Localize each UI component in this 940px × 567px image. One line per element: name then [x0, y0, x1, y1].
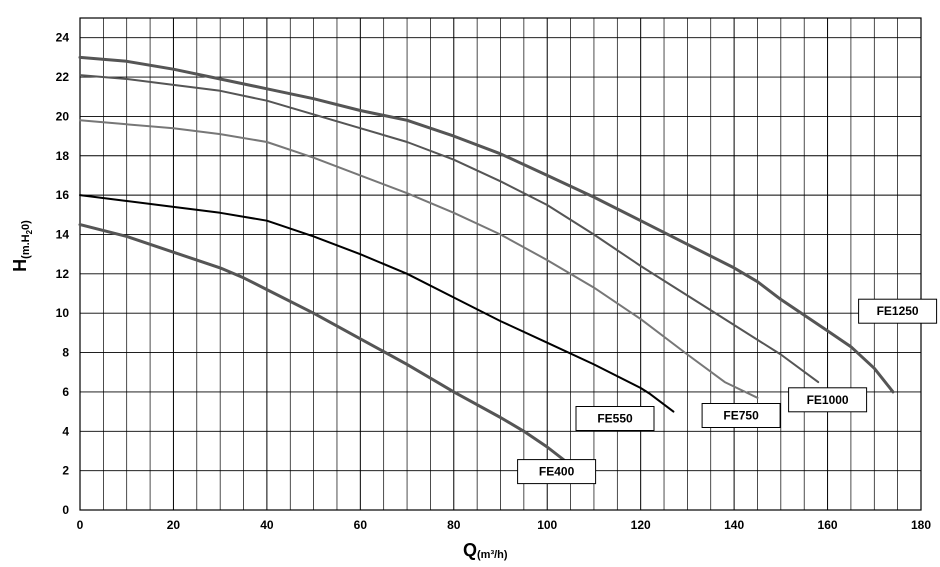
y-tick-label: 4	[62, 424, 69, 438]
y-tick-label: 8	[62, 346, 69, 360]
series-label-text: FE1000	[807, 393, 849, 407]
series-label-text: FE750	[723, 409, 759, 423]
y-tick-label: 16	[56, 188, 70, 202]
series-label-box	[701, 403, 781, 428]
series-label-text: FE1250	[877, 304, 919, 318]
series-label-fe1000: FE1000	[788, 387, 868, 413]
series-label-box	[788, 387, 868, 413]
series-label-fe550: FE550	[575, 406, 655, 431]
y-tick-label: 12	[56, 267, 70, 281]
series-label-fe400: FE400	[517, 459, 597, 485]
series-line-fe1000	[79, 74, 820, 384]
y-tick-label: 2	[62, 464, 69, 478]
y-tick-label: 18	[56, 149, 70, 163]
curves	[78, 55, 895, 473]
x-tick-label: 120	[631, 518, 651, 532]
y-tick-label: 6	[62, 385, 69, 399]
y-tick-label: 20	[56, 109, 70, 123]
series-label-text: FE550	[597, 412, 633, 426]
series-label-box	[575, 406, 655, 431]
y-axis-title-unit-subscript: 2	[25, 229, 34, 234]
series-line-fe550	[79, 194, 675, 413]
x-axis-title: Q(m³/h)	[463, 540, 508, 561]
x-tick-label: 20	[167, 518, 181, 532]
x-axis-ticks: 0 20 40 60 80 100 120 140 160 180	[77, 518, 932, 532]
x-tick-label: 100	[537, 518, 557, 532]
y-tick-label: 22	[56, 70, 70, 84]
x-axis-title-main: Q	[463, 540, 477, 560]
x-axis-title-unit: (m³/h)	[477, 549, 508, 561]
x-tick-label: 40	[260, 518, 274, 532]
series-label-box	[858, 298, 938, 324]
x-tick-label: 0	[77, 518, 84, 532]
series-label-text: FE400	[539, 465, 575, 479]
series-line-fe750	[79, 119, 759, 399]
x-tick-label: 60	[354, 518, 368, 532]
y-tick-label: 24	[56, 31, 70, 45]
series-label-box	[517, 459, 597, 485]
y-axis-title: H(m.H20)	[10, 220, 34, 272]
series-line-fe400	[78, 223, 580, 473]
plot-frame	[79, 17, 922, 511]
x-tick-label: 180	[911, 518, 931, 532]
x-tick-label: 140	[724, 518, 744, 532]
y-tick-label: 14	[56, 227, 70, 241]
series-label-fe1250: FE1250	[858, 298, 938, 324]
y-axis-title-unit-end: 0)	[20, 220, 32, 230]
x-tick-label: 80	[447, 518, 461, 532]
y-tick-label: 10	[56, 306, 70, 320]
series-line-fe1250	[78, 55, 895, 394]
y-axis-title-unit: (m.H	[20, 234, 32, 259]
y-axis-title-main: H	[10, 259, 30, 272]
curve-labels: FE400 FE550 FE750 FE1000 FE1250	[517, 298, 938, 485]
x-tick-label: 160	[818, 518, 838, 532]
y-tick-label: 0	[62, 503, 69, 517]
series-label-fe750: FE750	[701, 403, 781, 428]
